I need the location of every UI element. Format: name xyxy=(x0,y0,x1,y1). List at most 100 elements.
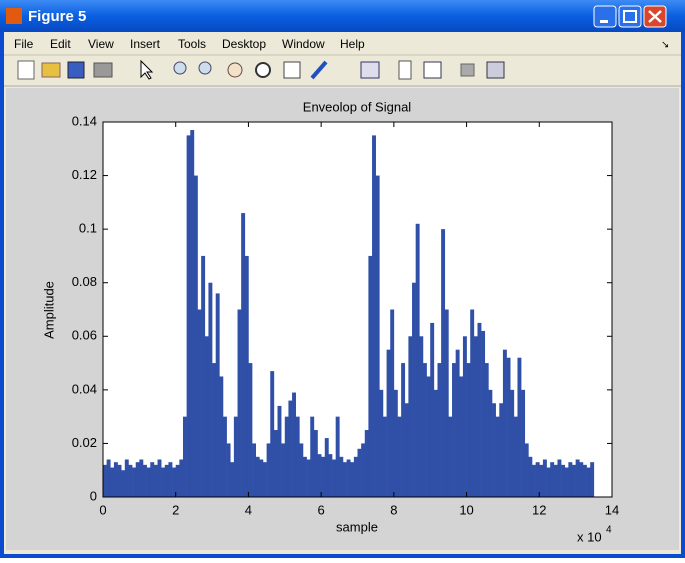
y-tick-label: 0.14 xyxy=(72,113,97,128)
signal-bar xyxy=(390,309,395,497)
signal-bar xyxy=(510,389,515,497)
signal-bar xyxy=(128,464,133,497)
signal-bar xyxy=(182,416,187,497)
signal-bar xyxy=(553,464,558,497)
signal-bar xyxy=(470,309,475,497)
signal-bar xyxy=(546,467,551,497)
maximize-button[interactable] xyxy=(618,5,642,28)
tool-rotate[interactable] xyxy=(255,62,271,78)
signal-bar xyxy=(346,459,351,497)
y-tick-label: 0.04 xyxy=(72,381,97,396)
signal-bar xyxy=(437,363,442,497)
signal-bar xyxy=(328,454,333,497)
signal-bar xyxy=(288,400,293,497)
tool-hide[interactable] xyxy=(460,63,475,77)
signal-bar xyxy=(379,389,384,497)
signal-bar xyxy=(146,467,151,497)
signal-bar xyxy=(481,330,486,497)
tool-zoom-out[interactable] xyxy=(198,61,212,75)
signal-bar xyxy=(401,363,406,497)
signal-bar xyxy=(248,363,253,497)
signal-bar xyxy=(397,416,402,497)
signal-bar xyxy=(364,430,369,497)
menu-item[interactable]: Edit xyxy=(50,37,71,51)
signal-bar xyxy=(564,467,569,497)
tool-brush[interactable] xyxy=(310,60,328,80)
tool-colorbar[interactable] xyxy=(398,60,412,80)
signal-bar xyxy=(572,464,576,497)
tool-link[interactable] xyxy=(360,61,380,79)
signal-bar xyxy=(321,456,326,497)
menu-item[interactable]: Desktop xyxy=(222,37,266,51)
signal-bar xyxy=(106,459,111,497)
menu-item[interactable]: View xyxy=(88,37,114,51)
signal-bar xyxy=(259,459,264,497)
minimize-button[interactable] xyxy=(593,5,617,28)
signal-bar xyxy=(375,175,380,498)
signal-bar xyxy=(521,389,526,497)
tool-pointer[interactable] xyxy=(140,59,154,80)
signal-bar xyxy=(292,392,296,497)
x-tick-label: 0 xyxy=(99,502,106,517)
signal-bar xyxy=(408,336,413,497)
signal-bar xyxy=(219,376,224,497)
signal-bar xyxy=(179,459,184,497)
signal-bar xyxy=(197,309,202,497)
tool-new[interactable] xyxy=(17,60,35,80)
signal-bar xyxy=(477,322,482,497)
signal-bar xyxy=(266,443,271,497)
signal-bar xyxy=(368,255,373,497)
signal-bar xyxy=(193,175,198,498)
signal-bar xyxy=(324,438,329,497)
signal-bar xyxy=(237,309,242,497)
tool-show[interactable] xyxy=(486,61,505,79)
menu-item[interactable]: Insert xyxy=(130,37,161,51)
signal-bar xyxy=(372,135,376,497)
signal-bar xyxy=(528,456,533,497)
signal-bar xyxy=(135,462,140,497)
close-icon xyxy=(648,10,662,23)
signal-bar xyxy=(124,459,129,497)
menu-item[interactable]: Tools xyxy=(178,37,206,51)
signal-bar xyxy=(415,223,420,498)
signal-bar xyxy=(233,416,238,497)
menu-item[interactable]: File xyxy=(14,37,34,51)
signal-bar xyxy=(499,403,504,497)
signal-bar xyxy=(317,454,322,497)
tool-datacursor[interactable] xyxy=(283,61,301,79)
menu-item[interactable]: Window xyxy=(282,37,325,51)
signal-bar xyxy=(284,416,289,497)
signal-bar xyxy=(444,309,449,497)
signal-bar xyxy=(535,462,540,497)
x-tick-label: 4 xyxy=(245,502,252,517)
tool-pan[interactable] xyxy=(227,62,243,78)
signal-bar xyxy=(153,464,158,497)
tool-print[interactable] xyxy=(93,62,113,78)
menu-item[interactable]: Help xyxy=(340,37,365,51)
signal-bar xyxy=(539,464,544,497)
x-tick-label: 6 xyxy=(318,502,325,517)
signal-bar xyxy=(462,336,467,497)
signal-bar xyxy=(433,389,438,497)
tool-open[interactable] xyxy=(41,62,61,78)
signal-bar xyxy=(295,416,300,497)
signal-bar xyxy=(110,467,115,497)
signal-bar xyxy=(335,416,340,497)
tool-legend[interactable] xyxy=(423,61,442,79)
signal-bar xyxy=(473,336,478,497)
y-tick-label: 0.12 xyxy=(72,167,97,182)
signal-bar xyxy=(466,363,471,497)
signal-bar xyxy=(212,363,217,497)
signal-bar xyxy=(353,456,358,497)
menu-bar: File Edit View Insert Tools Desktop Window Help xyxy=(14,37,365,51)
tool-zoom-in[interactable] xyxy=(173,61,187,75)
tool-save[interactable] xyxy=(67,61,85,79)
signal-bar xyxy=(175,464,180,497)
signal-bar xyxy=(208,282,213,497)
plot xyxy=(103,130,595,498)
x-tick-label: 10 xyxy=(459,502,473,517)
signal-bar xyxy=(230,462,235,497)
signal-bar xyxy=(532,464,536,497)
signal-bar xyxy=(142,464,147,497)
